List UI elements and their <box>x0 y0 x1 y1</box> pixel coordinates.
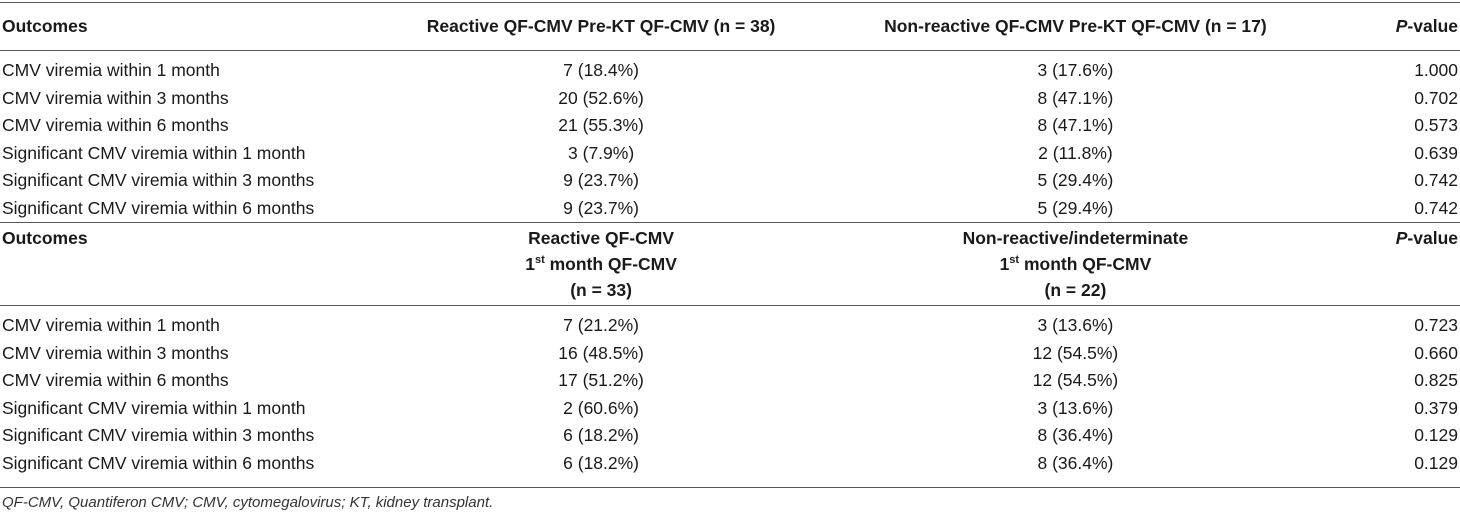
cell-nonreactive: 2 (11.8%) <box>1038 142 1113 163</box>
ordinal-suffix: st <box>1009 254 1020 267</box>
cell-nonreactive: 12 (54.5%) <box>1032 370 1119 390</box>
cell-pvalue: 0.573 <box>1414 115 1458 135</box>
cell-nonreactive: 8 (36.4%) <box>820 449 1331 488</box>
cell-outcome: CMV viremia within 1 month <box>2 315 220 335</box>
table-row: CMV viremia within 1 month 7 (18.4%) 3 (… <box>0 51 1460 85</box>
cell-nonreactive: 8 (47.1%) <box>1037 115 1114 135</box>
pvalue-suffix: -value <box>1407 16 1458 36</box>
cell-outcome: CMV viremia within 3 months <box>2 342 229 363</box>
cell-nonreactive: 3 (13.6%) <box>1037 397 1114 418</box>
table-footnote: QF-CMV, Quantiferon CMV; CMV, cytomegalo… <box>2 494 494 511</box>
cell-outcome: Significant CMV viremia within 1 month <box>2 142 306 163</box>
header-text: month QF-CMV <box>1019 254 1152 274</box>
cell-reactive: 20 (52.6%) <box>558 87 644 108</box>
cell-nonreactive: 12 (54.5%) <box>1032 342 1119 363</box>
cell-outcome: Significant CMV viremia within 6 months <box>0 449 382 488</box>
cell-outcome: CMV viremia within 3 months <box>2 87 229 108</box>
table-row: CMV viremia within 3 months 20 (52.6%) 8… <box>0 85 1460 113</box>
cell-outcome: Significant CMV viremia within 3 months <box>2 170 315 190</box>
pvalue-p: P <box>1395 16 1408 36</box>
cell-pvalue: 0.702 <box>1414 87 1458 108</box>
cell-pvalue: 1.000 <box>1414 60 1458 80</box>
cell-nonreactive: 3 (13.6%) <box>1037 315 1114 335</box>
header-pvalue: P-value <box>1330 2 1460 51</box>
header-line: (n = 33) <box>570 280 632 300</box>
cell-pvalue: 0.825 <box>1414 370 1458 390</box>
ordinal-suffix: st <box>534 254 545 267</box>
table-row: Significant CMV viremia within 1 month 3… <box>0 140 1460 168</box>
header-pvalue: P-value <box>1330 222 1460 306</box>
cell-reactive: 7 (21.2%) <box>563 315 640 335</box>
pvalue-p: P <box>1395 228 1408 248</box>
cell-outcome: CMV viremia within 6 months <box>2 370 229 390</box>
cell-outcome: CMV viremia within 1 month <box>2 60 220 80</box>
cell-reactive: 6 (18.2%) <box>563 425 640 445</box>
cell-reactive: 7 (18.4%) <box>563 60 640 80</box>
cell-nonreactive: 8 (47.1%) <box>1037 87 1114 108</box>
header-reactive-pre-kt: Reactive QF-CMV Pre-KT QF-CMV (n = 38) <box>381 2 821 51</box>
cell-outcome: Significant CMV viremia within 1 month <box>2 397 306 418</box>
table-row: Significant CMV viremia within 3 months … <box>0 167 1460 195</box>
cell-reactive: 9 (23.7%) <box>563 170 640 190</box>
cell-pvalue: 0.742 <box>1414 197 1458 218</box>
header-nonreactive-first-month: Non-reactive/indeterminate 1st month QF-… <box>820 222 1331 306</box>
cell-outcome: CMV viremia within 6 months <box>2 115 229 135</box>
table-row: CMV viremia within 6 months 17 (51.2%) 1… <box>0 367 1460 395</box>
table-header-pre-kt: Outcomes Reactive QF-CMV Pre-KT QF-CMV (… <box>0 2 1460 51</box>
cell-pvalue: 0.129 <box>1414 425 1458 445</box>
header-outcomes: Outcomes <box>0 222 382 306</box>
ordinal-number: 1 <box>525 254 535 274</box>
header-nonreactive-pre-kt: Non-reactive QF-CMV Pre-KT QF-CMV (n = 1… <box>820 2 1331 51</box>
cell-pvalue: 0.129 <box>1330 449 1460 488</box>
ordinal-number: 1 <box>999 254 1010 274</box>
cell-reactive: 3 (7.9%) <box>568 142 635 163</box>
cell-outcome: Significant CMV viremia within 6 months <box>2 197 315 218</box>
cell-outcome: Significant CMV viremia within 3 months <box>2 425 315 445</box>
cell-pvalue: 0.660 <box>1414 342 1458 363</box>
cell-reactive: 6 (18.2%) <box>381 449 821 488</box>
table-row: Significant CMV viremia within 6 months … <box>0 449 1460 488</box>
table-row: CMV viremia within 6 months 21 (55.3%) 8… <box>0 112 1460 140</box>
table-row: CMV viremia within 1 month 7 (21.2%) 3 (… <box>0 306 1460 340</box>
cell-pvalue: 0.723 <box>1414 315 1458 335</box>
cell-reactive: 21 (55.3%) <box>558 115 644 135</box>
cell-pvalue: 0.742 <box>1414 170 1458 190</box>
results-table: Outcomes Reactive QF-CMV Pre-KT QF-CMV (… <box>0 2 1460 488</box>
cell-reactive: 9 (23.7%) <box>563 197 640 218</box>
cell-reactive: 17 (51.2%) <box>558 370 644 390</box>
cell-reactive: 16 (48.5%) <box>558 342 644 363</box>
pvalue-suffix: -value <box>1407 228 1458 248</box>
table-header-first-month: Outcomes Reactive QF-CMV 1st month QF-CM… <box>0 222 1460 306</box>
table-row: CMV viremia within 3 months 16 (48.5%) 1… <box>0 340 1460 368</box>
cell-reactive: 2 (60.6%) <box>563 397 640 418</box>
header-line: Non-reactive/indeterminate <box>962 228 1189 248</box>
table-row: Significant CMV viremia within 6 months … <box>0 195 1460 223</box>
header-outcomes: Outcomes <box>0 2 382 51</box>
header-text: month QF-CMV <box>544 254 677 274</box>
cell-pvalue: 0.639 <box>1414 142 1458 163</box>
header-line: 1st month QF-CMV <box>381 251 820 277</box>
cell-nonreactive: 5 (29.4%) <box>1037 170 1114 190</box>
table-row: Significant CMV viremia within 1 month 2… <box>0 395 1460 423</box>
table-row: Significant CMV viremia within 3 months … <box>0 422 1460 450</box>
cell-nonreactive: 5 (29.4%) <box>1037 197 1114 218</box>
cell-pvalue: 0.379 <box>1414 397 1458 418</box>
header-line: Reactive QF-CMV <box>528 228 675 248</box>
header-line: 1st month QF-CMV <box>821 251 1330 277</box>
header-line: (n = 22) <box>1044 280 1107 300</box>
cell-nonreactive: 3 (17.6%) <box>1037 60 1114 80</box>
header-reactive-first-month: Reactive QF-CMV 1st month QF-CMV (n = 33… <box>381 222 821 306</box>
cell-nonreactive: 8 (36.4%) <box>1037 425 1114 445</box>
